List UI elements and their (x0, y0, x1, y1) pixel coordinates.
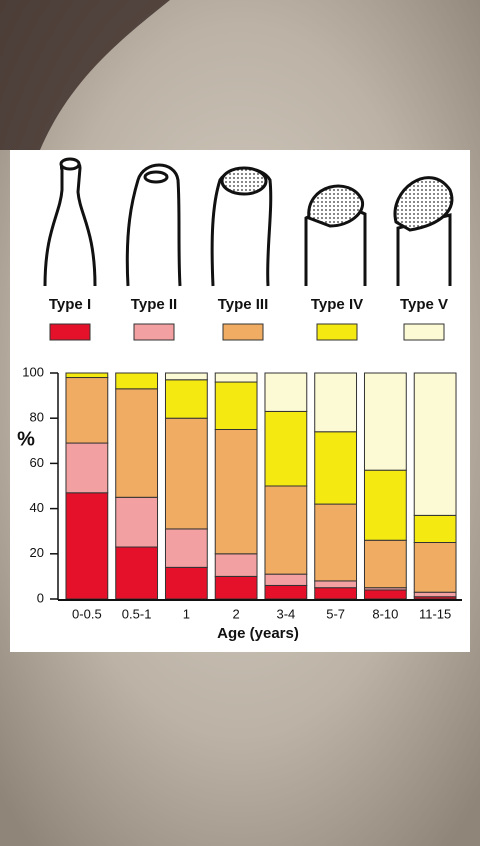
y-tick-label: 40 (30, 500, 44, 515)
bar-segment (413, 591, 457, 598)
background-fabric (0, 0, 170, 150)
legend-label: Type V (400, 296, 448, 313)
bar-segment (363, 372, 407, 471)
bar-segment (314, 580, 358, 589)
bar-segment (164, 372, 208, 381)
type-ii-tip (143, 170, 169, 184)
x-tick-label: 0-0.5 (72, 606, 102, 621)
y-tick-label: 60 (30, 455, 44, 470)
legend-swatch (316, 323, 358, 341)
bar-segment (264, 410, 308, 487)
bar-segment (214, 381, 258, 431)
bar-segment (413, 542, 457, 593)
bar-segment (314, 372, 358, 433)
bar-segment (164, 528, 208, 568)
x-tick-label: 8-10 (372, 606, 398, 621)
bar-segment (115, 496, 159, 548)
bar-segment (115, 546, 159, 600)
bar-segment (314, 431, 358, 505)
legend-label: Type III (218, 296, 269, 313)
bar-segment (214, 553, 258, 577)
bar-segment (314, 503, 358, 582)
bar-segment (264, 485, 308, 575)
bar-segment (115, 372, 159, 390)
bar-segment (363, 469, 407, 541)
legend-label: Type II (131, 296, 177, 313)
x-tick-label: 5-7 (326, 606, 345, 621)
illustrations (43, 157, 454, 287)
x-tick-label: 11-15 (419, 606, 451, 621)
y-tick-label: 20 (30, 545, 44, 560)
bar-segment (65, 442, 109, 494)
legend-label: Type I (49, 296, 91, 313)
bar-segment (264, 372, 308, 412)
bar-segment (214, 575, 258, 600)
bar-segment (363, 539, 407, 589)
bar-segment (264, 584, 308, 600)
x-tick-label: 3-4 (276, 606, 295, 621)
bar-segment (164, 379, 208, 419)
legend-swatch (403, 323, 445, 341)
type-iii-glans (220, 166, 268, 196)
x-tick-label: 2 (233, 606, 240, 621)
x-axis-label: Age (years) (217, 625, 299, 642)
x-tick-label: 0.5-1 (122, 606, 152, 621)
bar-segment (264, 573, 308, 586)
bar-segment (65, 492, 109, 600)
legend-swatch (222, 323, 264, 341)
y-axis-label: % (17, 428, 35, 450)
type-v-glans (393, 176, 454, 232)
bar-segment (65, 377, 109, 444)
bar-segment (413, 514, 457, 544)
bar-segment (214, 429, 258, 555)
bar-segment (115, 388, 159, 498)
type-i-tip (59, 157, 81, 171)
bar-segment (314, 587, 358, 600)
legend-swatch (49, 323, 91, 341)
legend-label: Type IV (311, 296, 363, 313)
bar-segment (65, 372, 109, 379)
bar-segment (413, 372, 457, 516)
bar-segment (164, 566, 208, 600)
y-tick-label: 100 (22, 364, 44, 379)
y-tick-label: 80 (30, 410, 44, 425)
legend-swatch (133, 323, 175, 341)
y-tick-label: 0 (37, 590, 44, 605)
type-iv-glans (307, 184, 365, 228)
bar-segment (164, 417, 208, 530)
type-ii-illustration (125, 163, 182, 287)
bar-segment (214, 372, 258, 383)
x-tick-label: 1 (183, 606, 190, 621)
bar-segment (363, 589, 407, 600)
